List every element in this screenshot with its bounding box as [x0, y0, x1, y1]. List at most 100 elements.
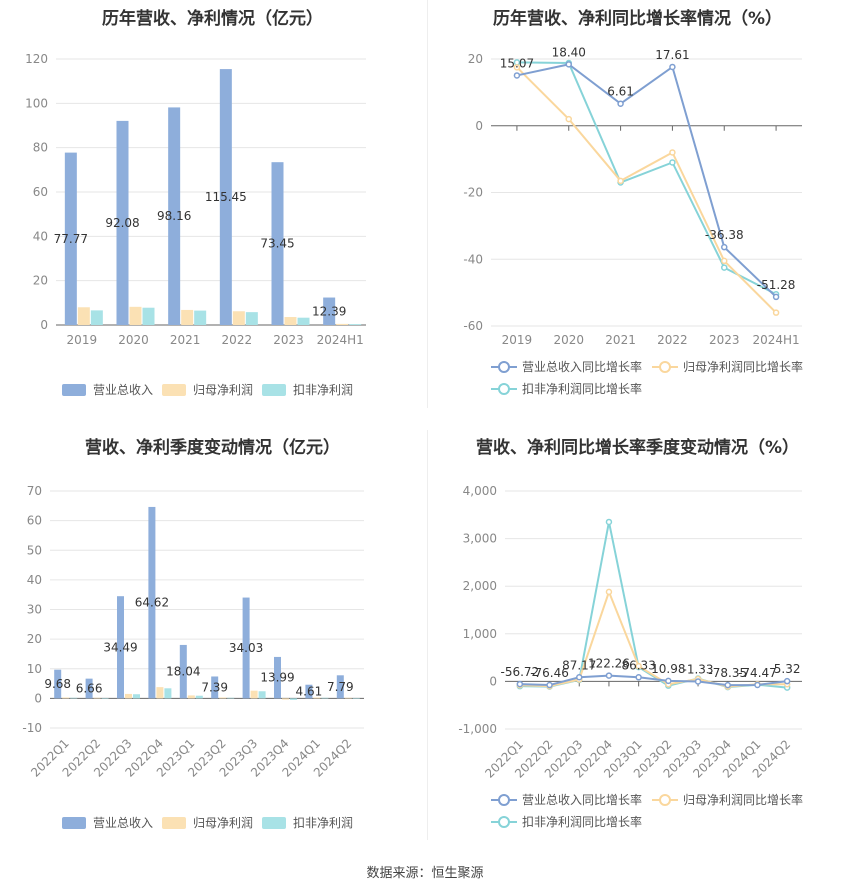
y-tick-label: -1,000	[458, 722, 497, 736]
quarterly-amount-title: 营收、净利季度变动情况（亿元）	[85, 438, 340, 458]
legend-marker	[498, 794, 510, 806]
y-tick-label: 20	[33, 274, 48, 288]
vertical-divider-top	[427, 0, 428, 408]
legend-marker	[498, 383, 510, 395]
data-source: 数据来源：恒生聚源	[0, 862, 850, 881]
legend-label: 扣非净利润同比增长率	[522, 381, 642, 396]
y-tick-label: -40	[463, 252, 483, 266]
bar	[164, 688, 172, 699]
series-line	[516, 61, 777, 296]
data-label: 7.39	[201, 680, 228, 694]
data-point	[617, 177, 624, 185]
data-label: 122.26	[588, 657, 630, 671]
bar	[133, 694, 140, 699]
legend-label: 扣非净利润同比增长率	[522, 814, 642, 829]
quarterly-amount-chart: 营收、净利季度变动情况（亿元） -10 0 10 20 30 40 50 60 70 2022Q1…	[0, 425, 425, 855]
data-point	[783, 677, 791, 685]
data-source-prefix: 数据来源：	[366, 866, 432, 881]
data-label: 10.98	[651, 662, 685, 676]
data-point	[772, 293, 780, 301]
legend-label: 营业总收入	[93, 383, 153, 397]
y-tick-label: 10	[27, 662, 42, 676]
legend-label: 归母净利润	[193, 383, 253, 397]
bar	[168, 107, 181, 325]
data-point	[721, 257, 728, 265]
data-label: 7.79	[327, 680, 354, 694]
data-label: 86.33	[621, 658, 655, 672]
annual-growth-chart: 历年营收、净利同比增长率情况（%） -60 -40 -20 0 20 2019 2020 20…	[425, 0, 850, 408]
bar	[336, 323, 349, 325]
legend-label: 归母净利润同比增长率	[683, 792, 803, 807]
bar	[62, 697, 70, 699]
bar	[77, 307, 90, 325]
bar	[321, 697, 329, 699]
y-tick-label: 120	[25, 52, 48, 66]
x-tick-label: 2020	[118, 333, 149, 347]
bar	[129, 306, 142, 325]
data-source-name: 恒生聚源	[431, 866, 484, 881]
y-tick-label: 60	[33, 185, 48, 199]
legend-label: 营业总收入同比增长率	[522, 792, 642, 807]
annual-growth-title: 历年营收、净利同比增长率情况（%）	[492, 9, 783, 29]
bar	[245, 312, 258, 325]
legend-swatch	[262, 384, 286, 396]
y-tick-label: 80	[33, 141, 48, 155]
data-label: -56.72	[501, 665, 540, 679]
legend-label: 归母净利润同比增长率	[683, 359, 803, 374]
annual-amount-title: 历年营收、净利情况（亿元）	[102, 9, 323, 29]
legend-swatch	[62, 817, 86, 829]
bar	[250, 690, 258, 699]
bar	[297, 317, 310, 325]
series-line	[516, 63, 777, 298]
data-point	[721, 264, 728, 271]
bar	[70, 697, 78, 699]
data-point	[635, 674, 642, 681]
bar	[242, 597, 250, 699]
y-tick-label: 60	[27, 514, 42, 528]
data-label: 64.62	[135, 596, 169, 610]
quarterly-growth-plot: -1,00001,0002,0003,0004,0002022Q12022Q22…	[458, 484, 803, 829]
legend-marker	[498, 816, 510, 828]
y-tick-label: 70	[27, 484, 42, 498]
bar	[54, 669, 62, 699]
bar	[290, 698, 297, 700]
legend-swatch	[162, 817, 186, 829]
y-tick-label: 100	[25, 96, 48, 110]
bar	[219, 697, 227, 699]
bar	[156, 687, 164, 699]
data-label: 73.45	[260, 237, 294, 251]
bar	[258, 691, 266, 699]
bar	[282, 698, 289, 700]
data-label: 17.61	[655, 48, 689, 62]
bar	[195, 695, 203, 699]
data-label: -74.47	[738, 666, 777, 680]
data-point	[669, 159, 676, 166]
data-label: -36.38	[705, 228, 744, 242]
data-point	[772, 309, 780, 316]
data-label: 34.49	[103, 640, 137, 654]
legend-swatch	[62, 384, 86, 396]
x-tick-label: 2021	[170, 333, 201, 347]
y-tick-label: 0	[34, 691, 42, 705]
y-tick-label: 20	[468, 52, 483, 66]
bar	[313, 697, 321, 699]
bar	[116, 120, 129, 325]
bar	[90, 310, 103, 325]
y-tick-label: 40	[33, 229, 48, 243]
data-label: 6.66	[76, 682, 103, 696]
x-tick-label: 2021	[605, 333, 636, 347]
data-label: 12.39	[312, 304, 346, 318]
data-label: 115.45	[205, 190, 247, 204]
data-point	[721, 243, 728, 251]
y-tick-label: 20	[27, 632, 42, 646]
legend-swatch	[162, 384, 186, 396]
y-tick-label: 40	[27, 573, 42, 587]
bar	[349, 324, 362, 325]
y-tick-label: 2,000	[463, 579, 497, 593]
data-label: 15.07	[500, 56, 534, 70]
legend-marker	[498, 361, 510, 373]
bar	[117, 596, 124, 699]
legend-label: 归母净利润	[193, 816, 253, 830]
y-tick-label: 3,000	[463, 532, 497, 546]
bar	[336, 675, 344, 699]
